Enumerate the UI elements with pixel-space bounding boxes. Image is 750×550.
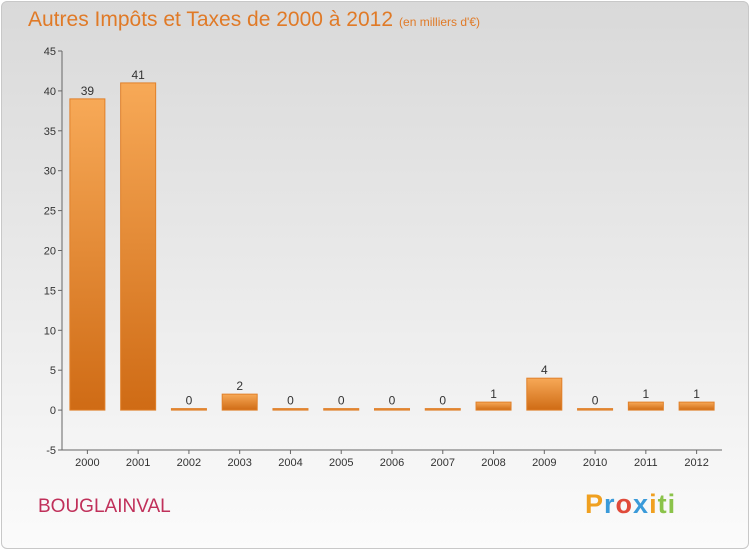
y-tick-label: 35 [44, 126, 56, 138]
x-tick-label-2007: 2007 [431, 457, 455, 469]
x-tick-label-2011: 2011 [634, 457, 658, 469]
chart-subtitle: (en milliers d'€) [399, 15, 481, 29]
value-label-2008: 1 [490, 387, 497, 401]
chart-title: Autres Impôts et Taxes de 2000 à 2012 (en… [28, 8, 480, 32]
bar-2000 [69, 98, 106, 411]
x-tick-label-2003: 2003 [227, 457, 251, 469]
bar-2012 [678, 401, 715, 411]
bar-2005 [323, 408, 360, 411]
logo-letter-2: r [604, 489, 616, 519]
bar-2001 [120, 82, 157, 411]
value-label-2007: 0 [439, 394, 446, 408]
chart-bars [69, 82, 715, 411]
value-label-2012: 1 [693, 387, 700, 401]
x-tick-label-2012: 2012 [684, 457, 708, 469]
bar-2008 [475, 401, 512, 411]
y-tick-label: 5 [50, 365, 56, 377]
x-tick-label-2001: 2001 [126, 457, 150, 469]
y-tick-label: 25 [44, 206, 56, 218]
logo-letter-3: o [615, 489, 634, 519]
bar-2006 [374, 408, 410, 411]
bar-2011 [627, 401, 664, 411]
bar-2010 [577, 408, 614, 411]
chart-title-text: Autres Impôts et Taxes de 2000 à 2012 [28, 8, 394, 31]
y-tick-label: 10 [44, 325, 56, 337]
value-label-2000: 39 [81, 84, 95, 98]
proxiti-logo: Proxiti [585, 489, 676, 520]
value-label-2001: 41 [131, 68, 145, 82]
value-label-2010: 0 [592, 394, 599, 408]
value-label-2003: 2 [236, 379, 243, 393]
x-tick-label-2002: 2002 [177, 457, 201, 469]
x-tick-label-2006: 2006 [380, 457, 404, 469]
place-name: BOUGLAINVAL [38, 496, 171, 517]
chart-value-labels: 39 41 0 2 0 0 0 0 1 4 0 1 1 [81, 68, 701, 408]
value-label-2006: 0 [389, 394, 396, 408]
bar-2004 [272, 408, 309, 411]
bar-2002 [170, 408, 207, 411]
y-tick-label: 30 [44, 166, 56, 178]
y-tick-label: -5 [46, 445, 56, 457]
logo-letter-4: x [633, 489, 650, 519]
y-tick-label: 15 [44, 285, 56, 297]
y-tick-label: 40 [44, 86, 56, 98]
logo-letter-1: P [585, 489, 605, 519]
x-tick-label-2005: 2005 [329, 457, 353, 469]
x-tick-label-2000: 2000 [75, 457, 99, 469]
y-tick-label: 20 [44, 246, 56, 258]
x-tick-label-2008: 2008 [481, 457, 505, 469]
x-tick-label-2010: 2010 [583, 457, 607, 469]
bar-2003 [221, 393, 258, 411]
bar-2009 [526, 377, 563, 411]
value-label-2004: 0 [287, 394, 294, 408]
value-label-2005: 0 [338, 394, 345, 408]
value-label-2011: 1 [643, 387, 650, 401]
logo-letter-6: ti [657, 489, 677, 519]
y-tick-label: 0 [50, 405, 56, 417]
x-tick-label-2004: 2004 [278, 457, 302, 469]
value-label-2009: 4 [541, 363, 548, 377]
x-tick-label-2009: 2009 [532, 457, 556, 469]
bar-2007 [424, 408, 461, 411]
value-label-2002: 0 [186, 394, 193, 408]
logo-letter-5: i [649, 489, 658, 519]
y-tick-label: 45 [44, 46, 56, 58]
